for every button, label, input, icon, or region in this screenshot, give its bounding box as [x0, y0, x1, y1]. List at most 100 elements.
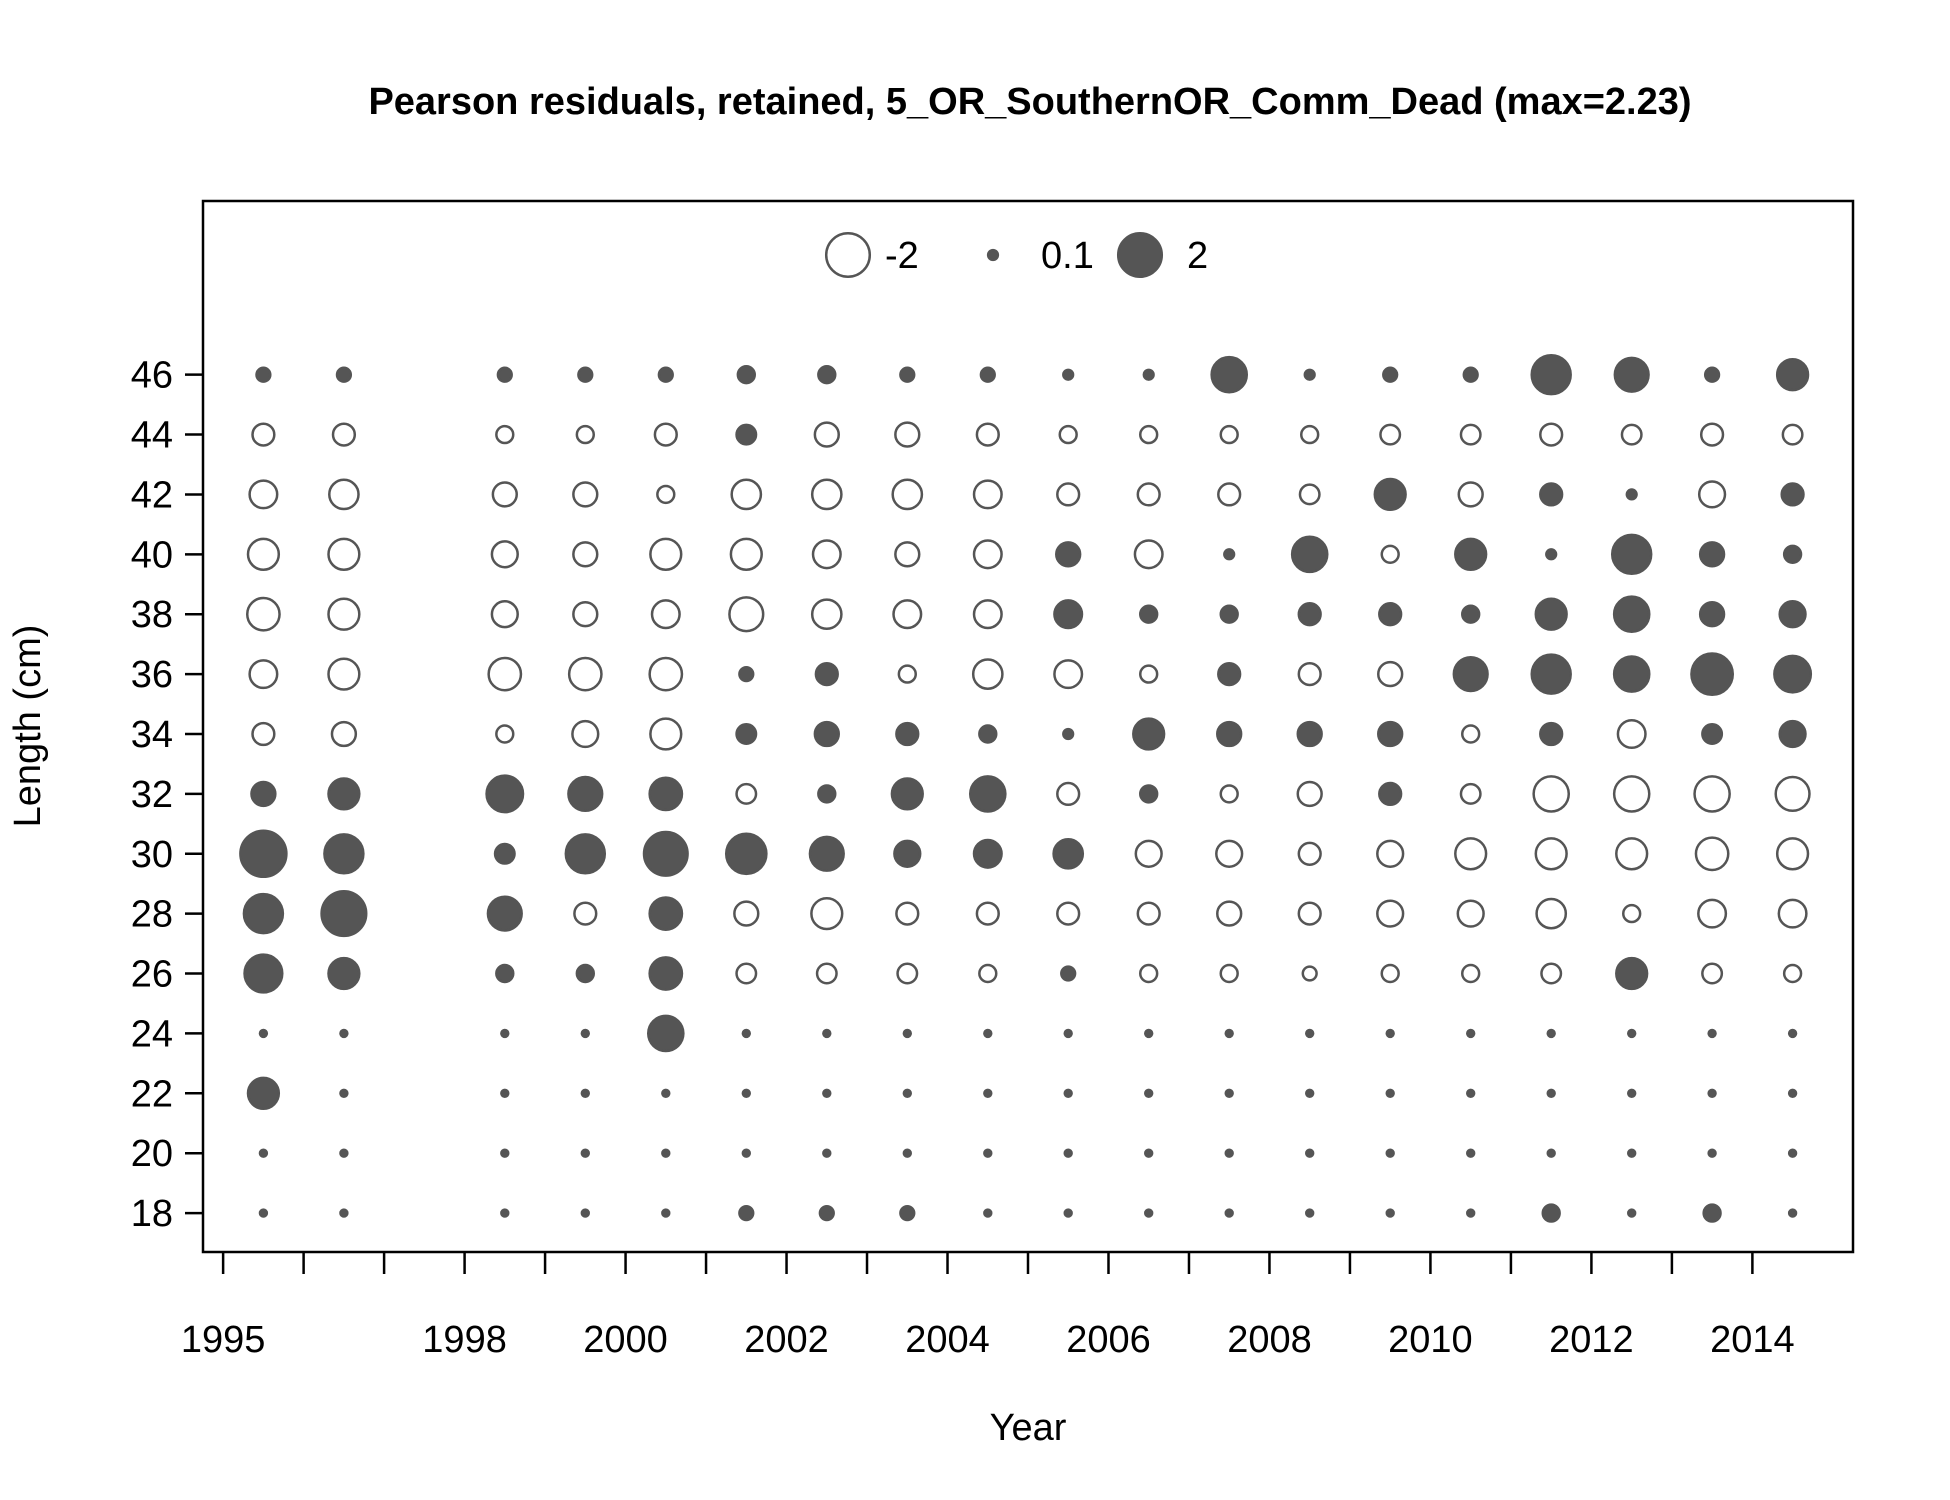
bubble-point [1052, 837, 1085, 870]
bubble-point [1461, 963, 1481, 984]
bubble-point [902, 1088, 912, 1098]
bubble-point [648, 956, 684, 991]
bubble-point [642, 830, 689, 877]
bubble-point [331, 422, 357, 447]
bubble-point [972, 539, 1003, 570]
bubble-point [1219, 424, 1239, 445]
bubble-point [661, 1148, 671, 1158]
bubble-point [1532, 775, 1571, 813]
bubble-point [890, 777, 924, 811]
legend: -2 0.1 2 [824, 231, 1208, 279]
bubble-point [1385, 1088, 1395, 1098]
bubble-point [1773, 654, 1813, 694]
bubble-point [741, 1028, 751, 1039]
bubble-point [500, 1088, 510, 1098]
bubble-point [258, 1028, 269, 1039]
bubble-point [1297, 841, 1322, 866]
bubble-point [1297, 602, 1322, 627]
y-tick-label: 28 [131, 894, 173, 936]
y-tick-label: 26 [131, 954, 173, 996]
bubble-point [1142, 368, 1155, 381]
x-axis: 1995 1998 2000 2002 2004 2006 2008 2010 2012 2014 [181, 1252, 1795, 1361]
bubble-point [1056, 781, 1081, 807]
bubble-point [580, 1148, 590, 1158]
bubble-point [1461, 604, 1481, 624]
bubble-point [1699, 422, 1725, 447]
bubble-point [1778, 600, 1807, 629]
bubble-point [1787, 1028, 1798, 1039]
bubble-point [1787, 1088, 1798, 1098]
bubble-point [1701, 723, 1724, 745]
bubble-point [1297, 901, 1322, 926]
bubble-point [571, 719, 600, 749]
y-tick-label: 32 [131, 774, 173, 816]
bubble-point [1707, 1028, 1717, 1039]
bubble-point [1303, 368, 1316, 381]
bubble-point [810, 478, 843, 511]
bubble-point [735, 782, 758, 805]
bubble-point [1612, 655, 1651, 693]
bubble-point [649, 717, 683, 751]
bubble-point [1462, 366, 1479, 383]
bubble-point [1546, 1088, 1556, 1098]
bubble-point [1452, 655, 1489, 693]
bubble-point [735, 962, 758, 985]
bubble-point [979, 366, 996, 383]
bubble-point [810, 896, 844, 931]
bubble-point [323, 833, 365, 875]
bubble-point [1534, 837, 1568, 871]
legend-symbol [1116, 231, 1164, 279]
bubble-point [496, 366, 513, 383]
bubble-point [1545, 548, 1558, 561]
bubble-point [899, 366, 916, 383]
bubble-point [1305, 1208, 1315, 1218]
bubble-point [978, 724, 998, 744]
legend-symbol [986, 248, 1000, 262]
bubble-point [650, 599, 681, 630]
bubble-point [1694, 836, 1730, 872]
x-tick-label: 2004 [905, 1319, 990, 1361]
bubble-point [1136, 482, 1161, 507]
bubble-point [892, 599, 923, 630]
bubble-point [491, 481, 518, 508]
bubble-layer [239, 353, 1813, 1223]
bubble-point [899, 1204, 916, 1222]
bubble-point [486, 895, 523, 932]
bubble-point [1378, 602, 1403, 627]
bubble-point [738, 665, 755, 683]
bubble-point [572, 541, 599, 568]
bubble-point [1144, 1088, 1154, 1098]
bubble-point [246, 537, 281, 571]
y-tick-label: 24 [131, 1013, 173, 1055]
bubble-point [735, 723, 758, 745]
bubble-point [564, 833, 607, 875]
y-tick-label: 46 [131, 355, 173, 397]
bubble-point [1775, 837, 1810, 871]
bubble-point [1539, 422, 1564, 447]
bubble-point [1217, 482, 1242, 507]
bubble-point [897, 664, 917, 684]
bubble-point [1134, 839, 1163, 868]
bubble-point [1707, 1148, 1717, 1158]
bubble-point [729, 537, 763, 571]
bubble-point [248, 659, 279, 690]
bubble-point [1546, 1028, 1556, 1039]
bubble-point [896, 962, 919, 985]
bubble-point [894, 421, 921, 448]
bubble-point [656, 484, 676, 505]
bubble-point [983, 1088, 993, 1098]
bubble-point [811, 539, 842, 570]
bubble-point [1612, 775, 1651, 813]
bubble-point [335, 366, 353, 383]
bubble-point [1787, 1148, 1798, 1158]
bubble-point [1224, 1208, 1234, 1218]
bubble-point [251, 422, 276, 447]
bubble-point [817, 365, 837, 385]
bubble-point [1627, 1028, 1637, 1039]
bubble-point [572, 601, 599, 628]
bubble-point [1535, 897, 1568, 930]
x-tick-label: 2012 [1549, 1319, 1634, 1361]
bubble-point [1132, 717, 1166, 751]
bubble-point [738, 1204, 755, 1222]
